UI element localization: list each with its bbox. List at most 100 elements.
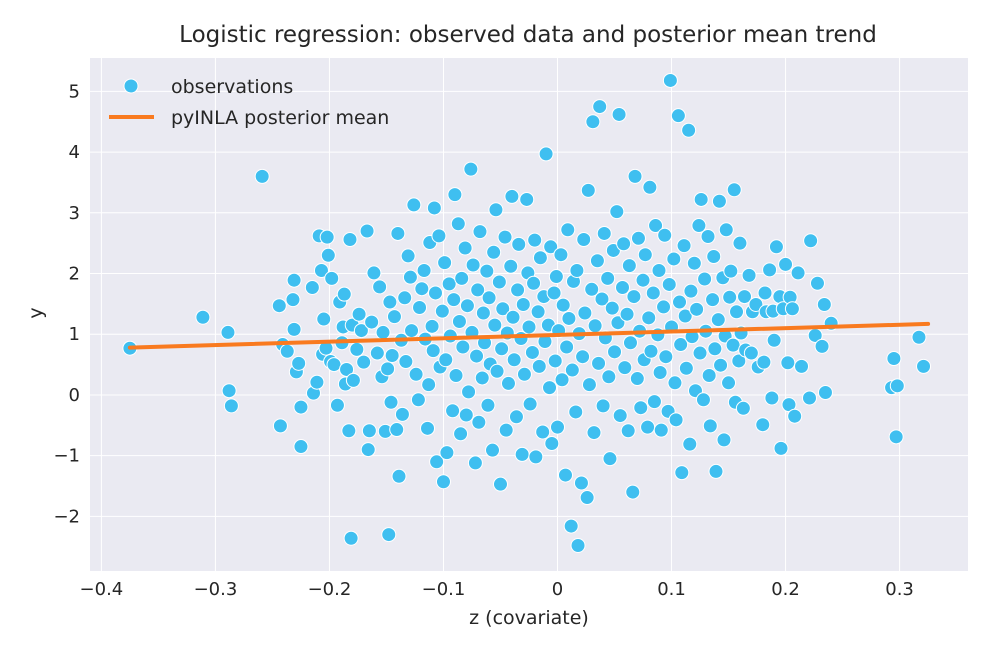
- x-tick-label: −0.2: [308, 579, 352, 600]
- observation-point: [577, 305, 593, 321]
- observation-point: [757, 285, 773, 301]
- observation-point: [640, 419, 656, 435]
- observation-point: [522, 396, 538, 412]
- observation-point: [595, 398, 611, 414]
- observation-point: [498, 422, 514, 438]
- observation-point: [629, 371, 645, 387]
- observation-point: [575, 349, 591, 365]
- observation-point: [410, 392, 426, 408]
- observation-point: [594, 291, 610, 307]
- observation-point: [408, 366, 424, 382]
- observation-point: [481, 290, 497, 306]
- observation-point: [601, 369, 617, 385]
- observation-point: [446, 292, 462, 308]
- observation-point: [286, 321, 302, 337]
- observation-point: [475, 305, 491, 321]
- observation-point: [580, 182, 596, 198]
- x-tick-label: 0.2: [771, 579, 800, 600]
- observation-point: [705, 292, 721, 308]
- observation-point: [465, 257, 481, 273]
- observation-point: [916, 358, 932, 374]
- observation-point: [762, 262, 778, 278]
- observation-point: [286, 272, 302, 288]
- y-tick-label: 2: [69, 264, 80, 285]
- observation-point: [713, 357, 729, 373]
- observation-point: [406, 197, 422, 213]
- y-tick-label: 4: [69, 142, 80, 163]
- observation-point: [453, 426, 469, 442]
- observation-point: [723, 263, 739, 279]
- observation-point: [461, 384, 477, 400]
- observation-point: [421, 377, 437, 393]
- observation-point: [579, 490, 595, 506]
- x-tick-label: 0.3: [885, 579, 914, 600]
- observation-point: [494, 341, 510, 357]
- observation-point: [568, 404, 584, 420]
- observation-point: [635, 272, 651, 288]
- observation-point: [609, 204, 625, 220]
- observation-point: [467, 455, 483, 471]
- observation-point: [341, 423, 357, 439]
- observation-point: [254, 168, 270, 184]
- y-tick-label: 1: [69, 324, 80, 345]
- observation-point: [394, 406, 410, 422]
- observation-point: [454, 270, 470, 286]
- observation-point: [471, 414, 487, 430]
- observation-point: [555, 297, 571, 313]
- observation-point: [361, 423, 377, 439]
- observation-point: [645, 285, 661, 301]
- observation-point: [677, 308, 693, 324]
- observation-point: [604, 300, 620, 316]
- observation-point: [516, 366, 532, 382]
- observation-point: [398, 354, 414, 370]
- observation-point: [503, 258, 519, 274]
- observation-point: [755, 417, 771, 433]
- observation-point: [682, 436, 698, 452]
- observation-point: [414, 281, 430, 297]
- observation-point: [472, 224, 488, 240]
- observation-point: [667, 375, 683, 391]
- observation-point: [390, 225, 406, 241]
- observation-point: [584, 281, 600, 297]
- observation-point: [360, 442, 376, 458]
- observation-point: [463, 161, 479, 177]
- observation-point: [589, 253, 605, 269]
- observation-point: [550, 419, 566, 435]
- observation-point: [547, 353, 563, 369]
- observation-point: [889, 378, 905, 394]
- x-tick-label: 0.1: [657, 579, 686, 600]
- observation-point: [701, 368, 717, 384]
- observation-point: [702, 418, 718, 434]
- observation-point: [710, 312, 726, 328]
- observation-point: [375, 324, 391, 340]
- observation-point: [420, 420, 436, 436]
- observation-point: [479, 263, 495, 279]
- observation-point: [324, 270, 340, 286]
- observation-point: [886, 351, 902, 367]
- observation-point: [474, 370, 490, 386]
- observation-point: [372, 279, 388, 295]
- observation-point: [681, 122, 697, 138]
- observation-point: [817, 385, 833, 401]
- observation-point: [485, 442, 501, 458]
- observation-point: [291, 355, 307, 371]
- x-axis-label: z (covariate): [469, 607, 589, 629]
- y-axis-ticks: −2 −1 0 1 2 3 4 5: [53, 81, 80, 527]
- observation-point: [683, 283, 699, 299]
- observation-point: [619, 306, 635, 322]
- observation-point: [666, 251, 682, 267]
- observation-point: [524, 344, 540, 360]
- observation-point: [429, 454, 445, 470]
- observation-point: [653, 422, 669, 438]
- observation-point: [803, 233, 819, 249]
- observation-point: [573, 475, 589, 491]
- legend-label-observations: observations: [171, 76, 293, 98]
- observation-point: [535, 424, 551, 440]
- observation-point: [596, 225, 612, 241]
- observation-point: [707, 341, 723, 357]
- observation-point: [521, 319, 537, 335]
- observation-point: [616, 236, 632, 252]
- observation-point: [504, 188, 520, 204]
- observation-point: [732, 235, 748, 251]
